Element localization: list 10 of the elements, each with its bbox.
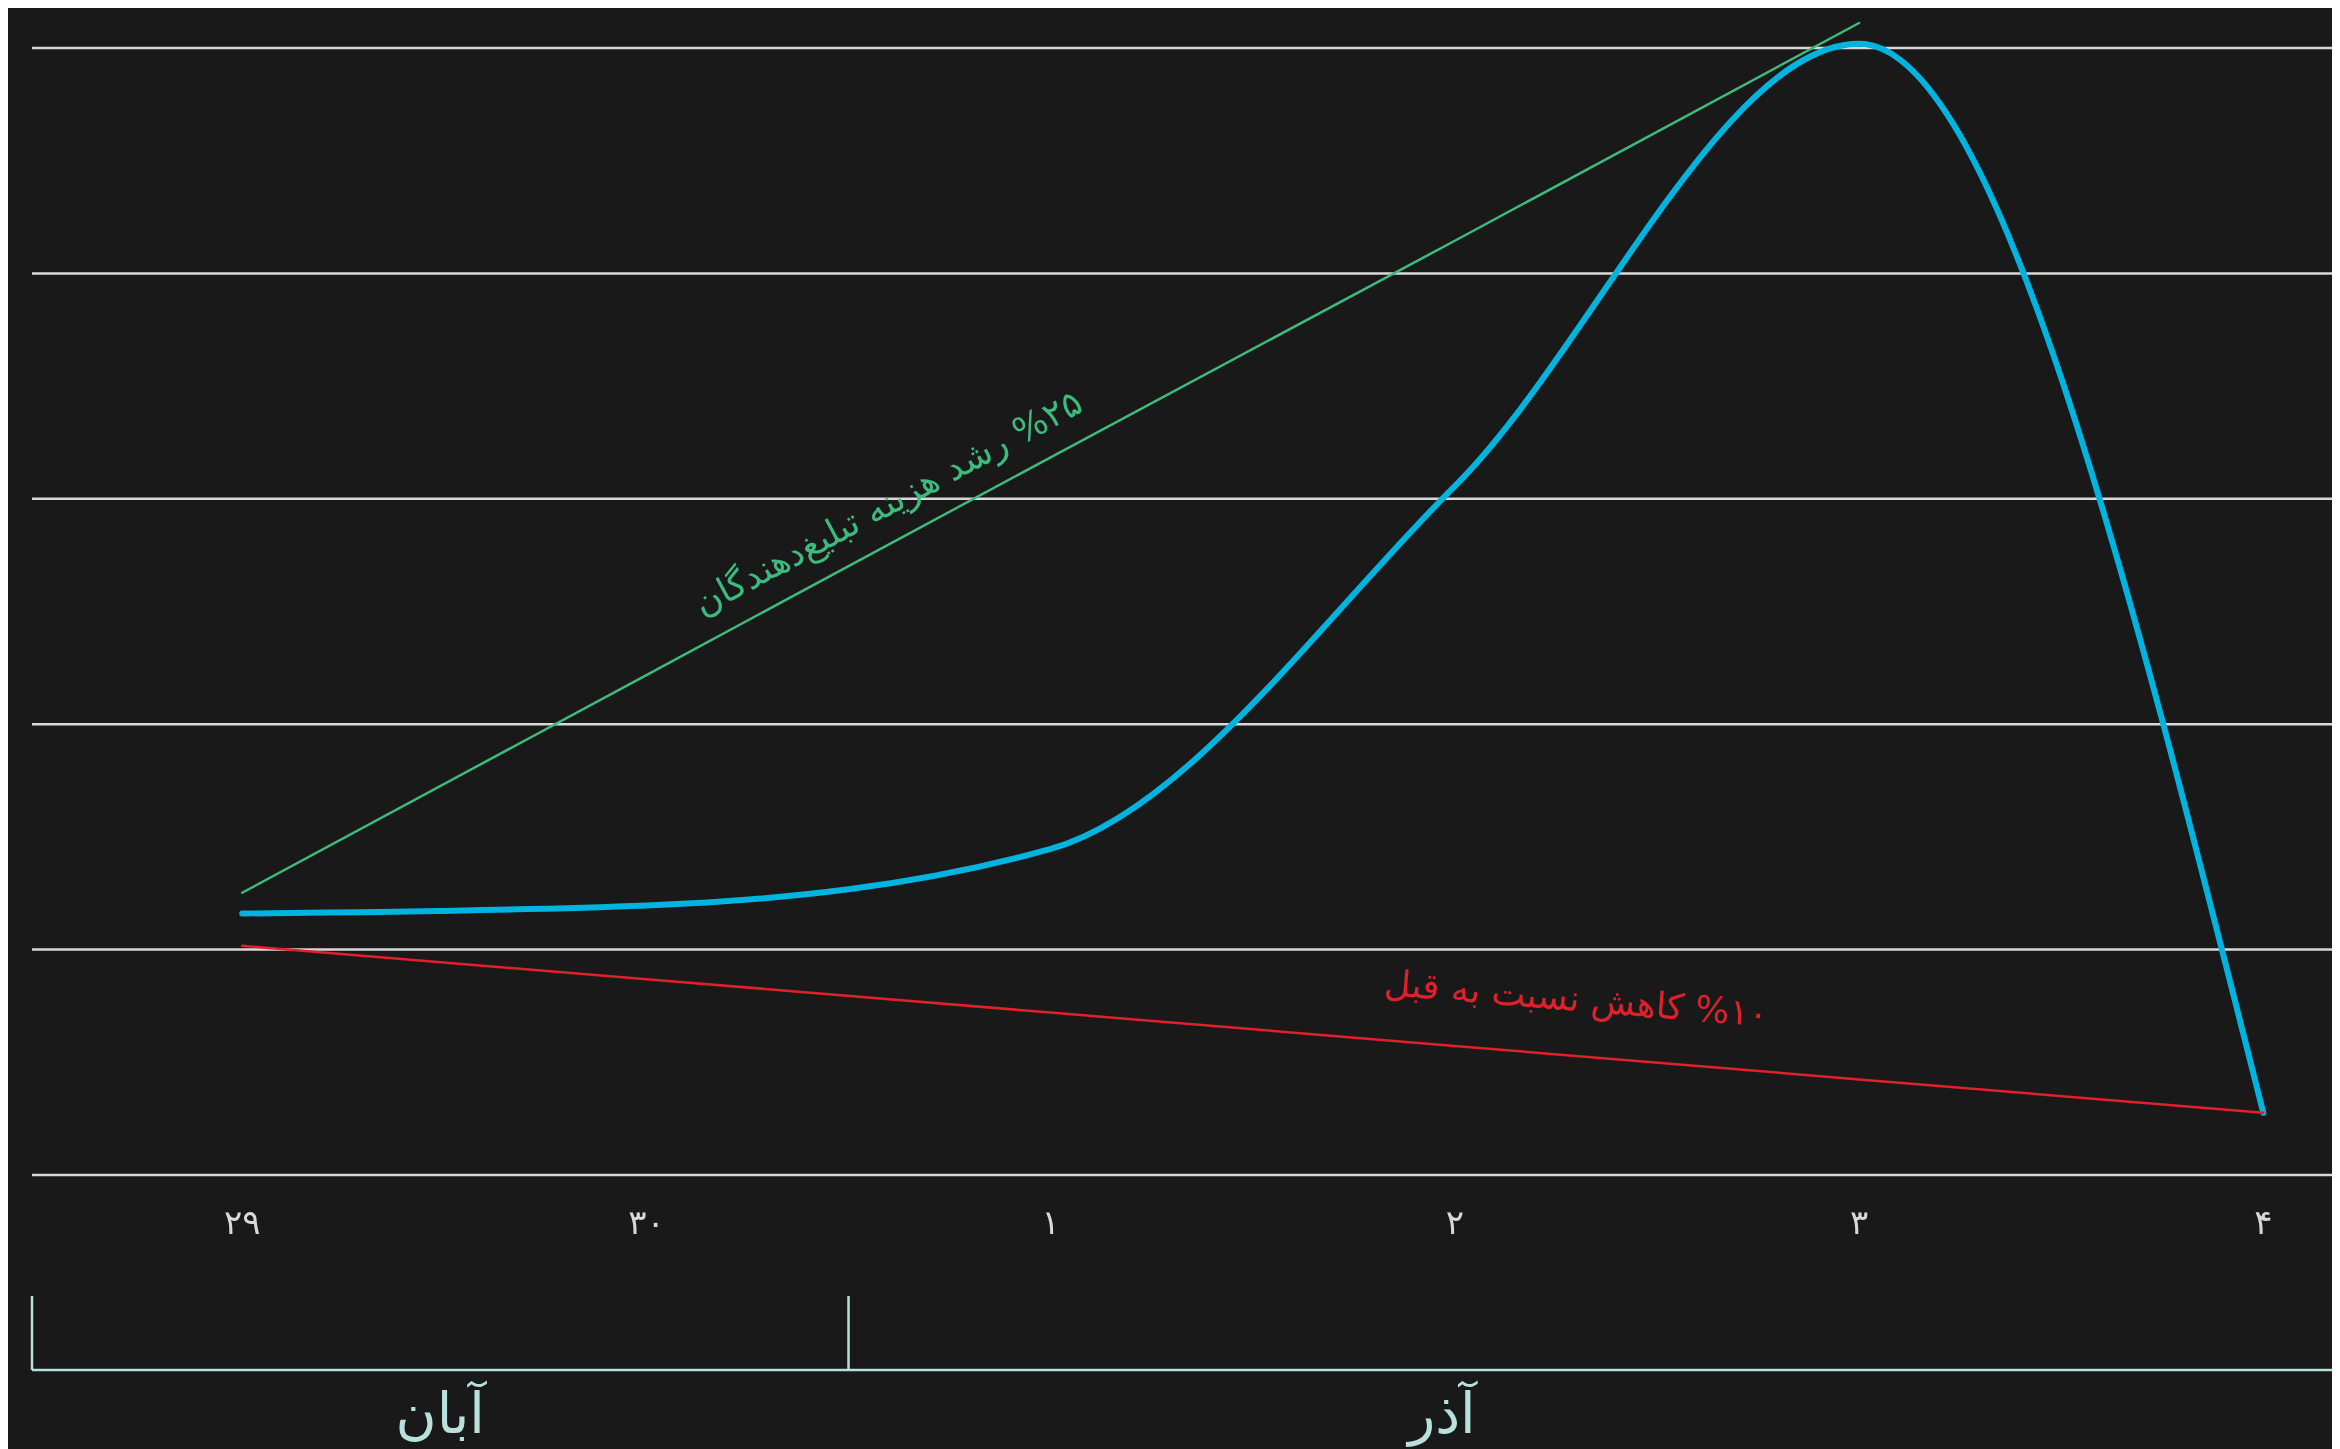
text: آذر: [1405, 1380, 1479, 1448]
text: آبان: [395, 1380, 488, 1447]
x-tick-label: ۴: [2254, 1201, 2273, 1242]
x-tick-label: ۲۹: [223, 1201, 261, 1242]
x-tick-label: ۲: [1445, 1201, 1464, 1242]
x-tick-label: ۳۰: [628, 1201, 665, 1242]
annotation: %۱۰ کاهش نسبت به قبل: [1382, 962, 1770, 1036]
x-tick-label: ۱: [1041, 1201, 1060, 1242]
annotation: %۲۵ رشد هزینه تبلیغ‌دهندگان: [686, 381, 1090, 625]
x-tick-label: ۳: [1849, 1201, 1869, 1242]
